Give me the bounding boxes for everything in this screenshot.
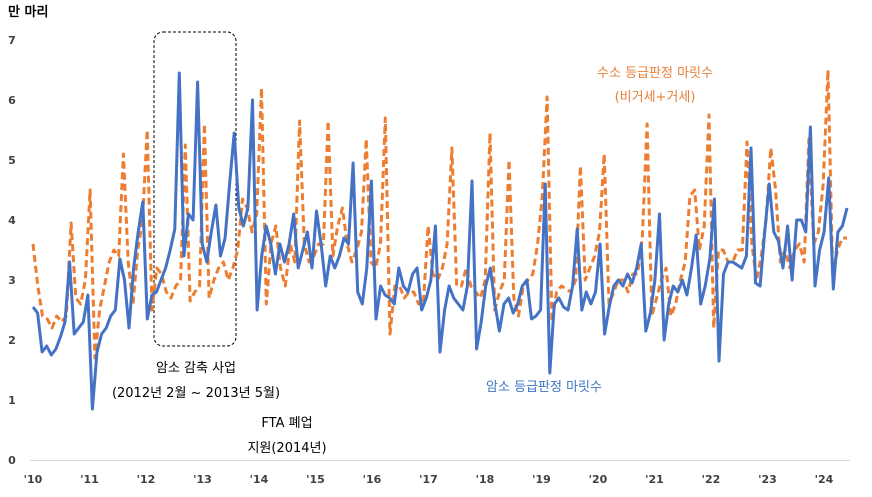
series-label-bull-line2: (비거세+거세) [615,90,696,105]
x-tick-label: '13 [193,473,212,486]
x-tick-label: '15 [306,473,325,486]
x-tick-label: '16 [363,473,382,486]
y-tick-label: 3 [8,274,16,287]
y-tick-label: 4 [8,214,16,227]
x-tick-label: '14 [250,473,269,486]
y-tick-label: 6 [8,94,16,107]
x-tick-label: '19 [532,473,551,486]
campaign-highlight-box [153,31,237,347]
y-tick-label: 0 [8,454,16,467]
x-tick-label: '22 [702,473,721,486]
series-label-bull-line1: 수소 등급판정 마릿수 [597,66,713,81]
x-tick-label: '12 [137,473,156,486]
x-tick-label: '10 [24,473,43,486]
annotation-fta-year: 지원(2014년) [247,441,326,456]
y-axis-unit-label: 만 마리 [8,4,48,20]
series-label-cow: 암소 등급판정 마릿수 [486,380,602,395]
y-tick-label: 1 [8,394,16,407]
y-tick-label: 5 [8,154,16,167]
series-line-cow [31,71,849,411]
y-tick-label: 2 [8,334,16,347]
y-axis-ticks: 0 1 2 3 4 5 6 7 [8,34,16,467]
x-tick-label: '11 [80,473,99,486]
annotation-fta-title: FTA 폐업 [261,416,312,431]
x-tick-label: '24 [815,473,834,486]
x-tick-label: '23 [758,473,777,486]
y-tick-label: 7 [8,34,16,47]
annotation-reduction-title: 암소 감축 사업 [156,361,236,376]
x-axis-ticks: '10 '11 '12 '13 '14 '15 '16 '17 '18 '19 '20 '21 '22 '… [24,473,834,486]
x-tick-label: '18 [476,473,495,486]
x-tick-label: '17 [419,473,438,486]
x-tick-label: '20 [589,473,608,486]
annotation-reduction-period: (2012년 2월 ~ 2013년 5월) [112,386,280,401]
x-tick-label: '21 [645,473,664,486]
